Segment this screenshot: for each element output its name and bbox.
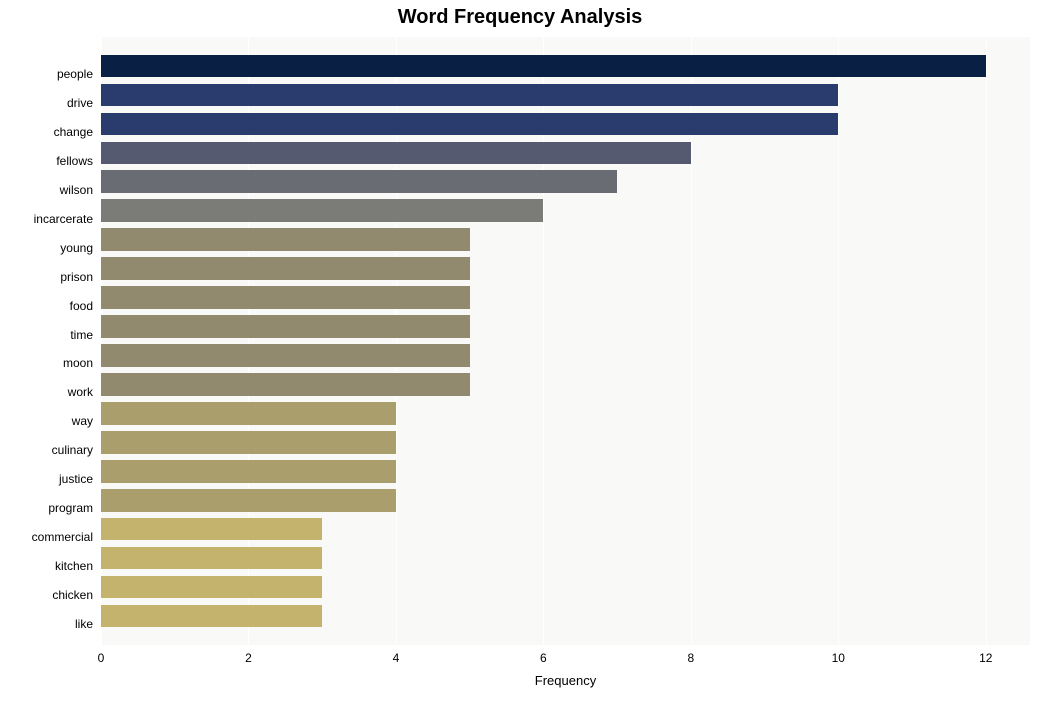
y-axis-labels: people drive change fellows wilson incarcerat… xyxy=(0,45,97,653)
x-tick-label: 10 xyxy=(832,651,845,665)
bar-row xyxy=(101,286,1030,309)
bar-row xyxy=(101,55,1030,78)
bar xyxy=(101,489,396,512)
bar xyxy=(101,257,470,280)
y-tick-label: young xyxy=(60,241,93,255)
bar-row xyxy=(101,431,1030,454)
bar xyxy=(101,170,617,193)
y-tick-label: commercial xyxy=(32,530,93,544)
bar xyxy=(101,402,396,425)
bar-row xyxy=(101,605,1030,628)
bar-row xyxy=(101,113,1030,136)
bar-row xyxy=(101,315,1030,338)
y-tick-label: way xyxy=(72,414,93,428)
y-tick-label: change xyxy=(54,125,93,139)
y-tick-label: people xyxy=(57,67,93,81)
y-tick-label: food xyxy=(70,299,93,313)
word-frequency-chart: Word Frequency Analysis people drive chang… xyxy=(0,0,1040,701)
bar xyxy=(101,547,322,570)
bar xyxy=(101,286,470,309)
bar xyxy=(101,576,322,599)
y-tick-label: program xyxy=(48,501,93,515)
plot-area xyxy=(101,37,1030,645)
bar xyxy=(101,518,322,541)
bar-row xyxy=(101,402,1030,425)
y-tick-label: incarcerate xyxy=(34,212,93,226)
x-tick-label: 0 xyxy=(98,651,105,665)
bar xyxy=(101,605,322,628)
bar xyxy=(101,199,543,222)
bar xyxy=(101,228,470,251)
x-axis: Frequency 0 2 4 6 8 10 12 xyxy=(101,645,1030,695)
bars-layer xyxy=(101,37,1030,645)
x-tick-label: 6 xyxy=(540,651,547,665)
bar xyxy=(101,113,838,136)
y-tick-label: time xyxy=(70,328,93,342)
chart-title: Word Frequency Analysis xyxy=(0,6,1040,29)
y-tick-label: prison xyxy=(60,270,93,284)
bar-row xyxy=(101,142,1030,165)
y-tick-label: moon xyxy=(63,356,93,370)
bar-row xyxy=(101,228,1030,251)
bar xyxy=(101,431,396,454)
bar-row xyxy=(101,344,1030,367)
y-tick-label: kitchen xyxy=(55,559,93,573)
bar-row xyxy=(101,199,1030,222)
x-tick-label: 8 xyxy=(687,651,694,665)
y-tick-label: wilson xyxy=(60,183,93,197)
bar-row xyxy=(101,84,1030,107)
bar xyxy=(101,55,986,78)
y-tick-label: justice xyxy=(59,472,93,486)
bar xyxy=(101,344,470,367)
y-tick-label: like xyxy=(75,617,93,631)
y-tick-label: drive xyxy=(67,96,93,110)
bar-row xyxy=(101,460,1030,483)
bar-row xyxy=(101,257,1030,280)
bar xyxy=(101,84,838,107)
bar-row xyxy=(101,518,1030,541)
y-tick-label: work xyxy=(68,385,93,399)
y-tick-label: culinary xyxy=(52,443,93,457)
y-tick-label: chicken xyxy=(52,588,93,602)
bar-row xyxy=(101,373,1030,396)
y-tick-label: fellows xyxy=(56,154,93,168)
bar xyxy=(101,315,470,338)
x-tick-label: 4 xyxy=(393,651,400,665)
x-tick-label: 12 xyxy=(979,651,992,665)
bar-row xyxy=(101,170,1030,193)
bar xyxy=(101,460,396,483)
x-tick-label: 2 xyxy=(245,651,252,665)
bar xyxy=(101,373,470,396)
bar-row xyxy=(101,547,1030,570)
bar-row xyxy=(101,489,1030,512)
bar-row xyxy=(101,576,1030,599)
x-axis-title: Frequency xyxy=(535,673,596,688)
bar xyxy=(101,142,691,165)
